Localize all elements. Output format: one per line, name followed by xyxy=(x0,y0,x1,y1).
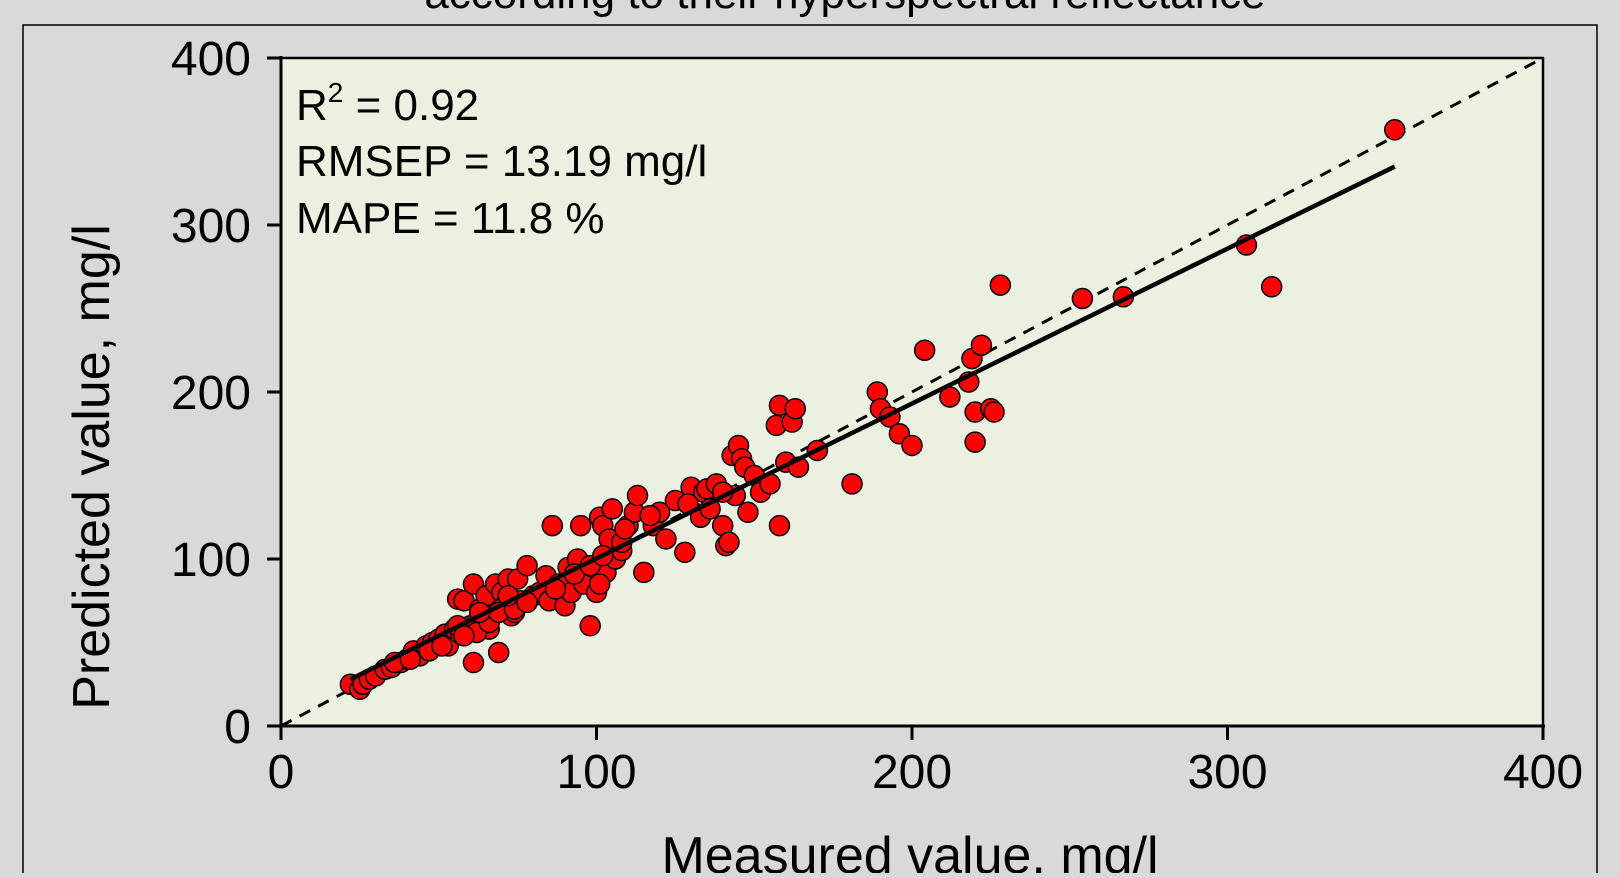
y-axis-label: Predicted value, mg/l xyxy=(63,224,121,710)
y-tick-label: 200 xyxy=(171,367,251,420)
data-point xyxy=(970,334,993,356)
y-tick-label: 100 xyxy=(171,534,251,587)
mape-annotation: MAPE = 11.8 % xyxy=(296,194,605,243)
x-tick-label: 400 xyxy=(1503,746,1583,799)
chart-title: according to their hyperspectral reflect… xyxy=(424,0,1265,18)
data-point xyxy=(1071,287,1094,310)
data-point xyxy=(989,274,1012,296)
data-point xyxy=(569,514,592,537)
rmsep-annotation: RMSEP = 13.19 mg/l xyxy=(296,137,707,186)
chart-area-border xyxy=(22,24,1598,878)
data-point xyxy=(784,397,807,420)
data-point xyxy=(737,501,759,523)
axes: 0 100 200 300 400 0 100 200 300 400 xyxy=(171,33,1583,799)
data-point xyxy=(718,531,740,554)
data-point xyxy=(1260,276,1283,298)
data-point xyxy=(601,498,624,520)
x-tick-label: 300 xyxy=(1187,746,1267,799)
r-squared-letter: R xyxy=(296,81,328,130)
data-point xyxy=(913,339,936,361)
data-point xyxy=(983,401,1005,423)
data-point xyxy=(674,541,696,564)
data-point xyxy=(626,484,649,507)
x-axis-label: Measured value, mg/l xyxy=(661,827,1158,873)
r-squared-annotation: R2 = 0.92 xyxy=(296,77,479,130)
data-point xyxy=(541,514,564,537)
y-tick-label: 0 xyxy=(224,701,251,754)
data-point xyxy=(655,528,677,550)
data-point xyxy=(964,431,986,453)
r-squared-superscript: 2 xyxy=(328,77,344,108)
y-tick-label: 300 xyxy=(171,200,251,253)
y-tick-label: 400 xyxy=(171,33,251,86)
data-point xyxy=(841,473,863,495)
data-point xyxy=(901,434,923,457)
data-point xyxy=(516,554,538,577)
data-point xyxy=(487,641,510,664)
data-point xyxy=(588,573,611,595)
data-point xyxy=(579,615,601,637)
data-point xyxy=(633,561,655,584)
data-point xyxy=(462,651,485,674)
x-tick-label: 0 xyxy=(268,746,295,799)
x-tick-label: 100 xyxy=(556,746,636,799)
data-point xyxy=(639,504,661,527)
regression-fit-line xyxy=(349,164,1396,682)
data-point xyxy=(614,518,636,540)
r-squared-value: = 0.92 xyxy=(343,81,479,130)
data-point xyxy=(768,514,791,537)
data-point xyxy=(1383,119,1406,141)
x-tick-label: 200 xyxy=(872,746,952,799)
